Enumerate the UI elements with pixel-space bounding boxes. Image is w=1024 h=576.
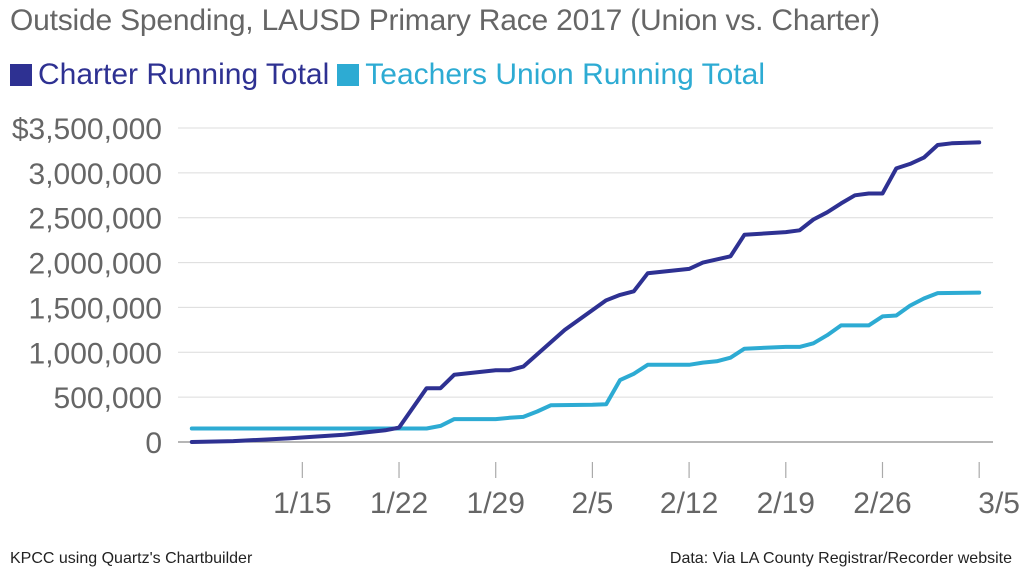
- legend-item-charter: Charter Running Total: [10, 58, 329, 92]
- series-line-charter: [189, 140, 982, 444]
- x-tick-label: 3/5: [978, 487, 1020, 520]
- x-tick-label: 2/12: [660, 487, 718, 520]
- y-tick-label: 2,000,000: [29, 248, 162, 281]
- y-tick-label: 3,000,000: [29, 158, 162, 191]
- legend-label-union: Teachers Union Running Total: [365, 58, 765, 91]
- x-tick-label: 2/19: [757, 487, 815, 520]
- chart-source: Data: Via LA County Registrar/Recorder w…: [669, 550, 1012, 567]
- y-tick-label: 0: [145, 427, 162, 460]
- chart-title: Outside Spending, LAUSD Primary Race 201…: [10, 4, 880, 37]
- chart-series: [189, 140, 982, 444]
- chart-credit: KPCC using Quartz's Chartbuilder: [10, 550, 253, 567]
- y-axis-ticks: 0 500,000 1,000,000 1,500,000 2,000,000 2,500…: [12, 113, 162, 460]
- legend-swatch-union: [337, 64, 360, 86]
- x-axis: 1/15 1/22 1/29 2/5 2/12 2/19 2/26 3/5: [178, 441, 1020, 520]
- y-tick-label: 500,000: [54, 382, 162, 415]
- legend-label-charter: Charter Running Total: [38, 58, 330, 91]
- y-tick-label: 2,500,000: [29, 203, 162, 236]
- y-tick-label: 1,000,000: [29, 337, 162, 370]
- y-tick-label: $3,500,000: [12, 113, 162, 146]
- y-tick-label: 1,500,000: [29, 292, 162, 325]
- x-tick-label: 2/5: [572, 487, 614, 520]
- chart-legend: Charter Running Total Teachers Union Run…: [10, 58, 773, 92]
- x-tick-label: 2/26: [853, 487, 911, 520]
- chart-grid: [178, 127, 993, 398]
- legend-swatch-charter: [10, 64, 32, 86]
- series-line-union: [189, 290, 982, 431]
- legend-item-union: Teachers Union Running Total: [337, 58, 765, 92]
- x-tick-label: 1/15: [273, 487, 331, 520]
- x-tick-label: 1/22: [370, 487, 428, 520]
- x-tick-label: 1/29: [467, 487, 525, 520]
